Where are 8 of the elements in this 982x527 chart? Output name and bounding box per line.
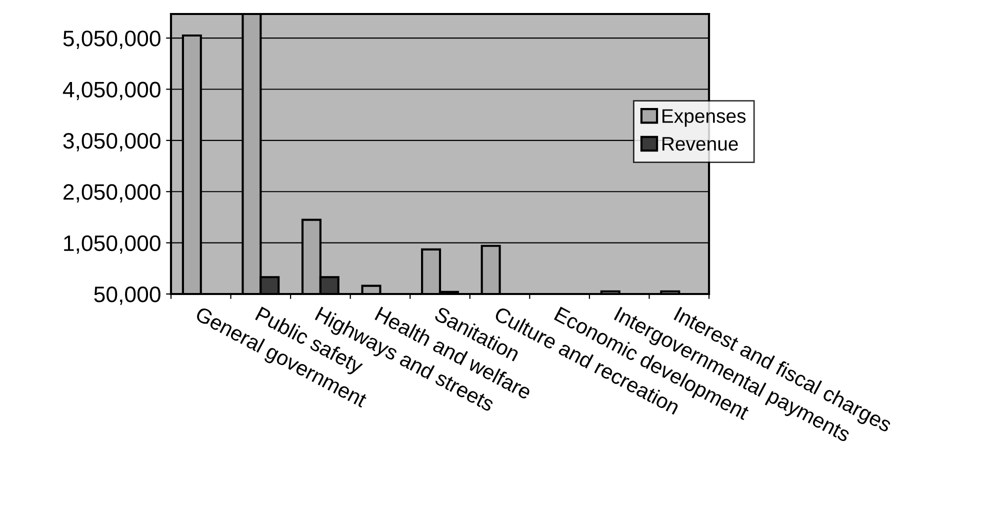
legend-label: Revenue — [662, 137, 738, 151]
y-tick-label: 3,050,000 — [63, 132, 160, 152]
y-tick-label: 4,050,000 — [62, 82, 160, 100]
y-tick-label: 2,050,000 — [64, 184, 160, 203]
y-tick-label: 1,050,000 — [64, 235, 160, 254]
y-tick-label: 50,000 — [94, 286, 160, 305]
legend-label: Expenses — [662, 109, 746, 127]
y-tick-label: 5,050,000 — [63, 30, 160, 49]
